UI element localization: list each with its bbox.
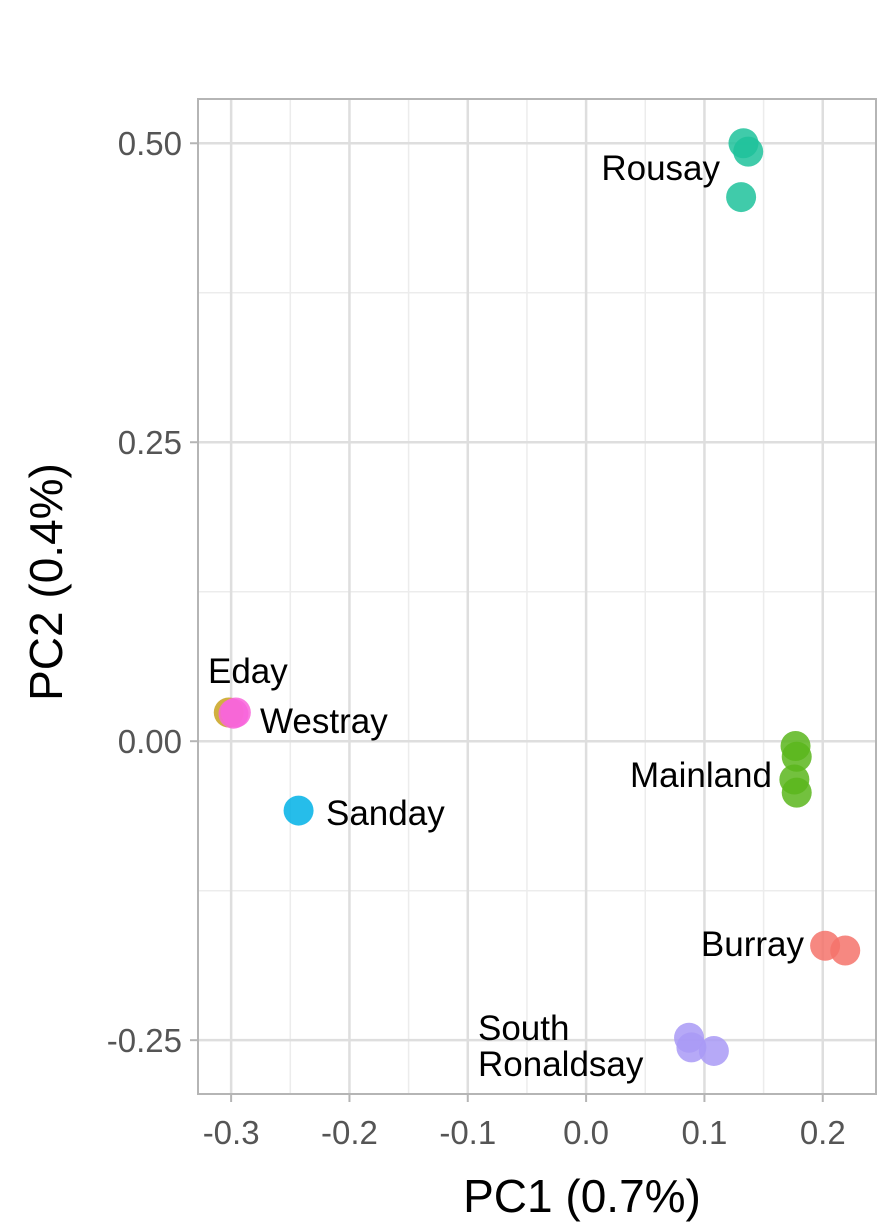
point-south-ronaldsay: [698, 1035, 729, 1066]
label-burray: Burray: [701, 925, 805, 964]
x-tick-label: 0.0: [563, 1114, 609, 1151]
label-mainland: Mainland: [630, 756, 772, 795]
x-tick-label: -0.3: [203, 1114, 260, 1151]
point-sanday: [283, 795, 314, 826]
label-eday: Eday: [208, 652, 288, 691]
label-sanday: Sanday: [326, 794, 445, 833]
label-south-ronaldsay: South Ronaldsay: [478, 1009, 644, 1084]
label-south-ronaldsay-line: Ronaldsay: [478, 1045, 644, 1084]
point-rousay: [733, 136, 764, 167]
y-tick-label: 0.25: [118, 424, 182, 461]
point-rousay: [726, 182, 757, 213]
plot-panel-border: [197, 98, 877, 1095]
point-south-ronaldsay: [676, 1032, 707, 1063]
label-south-ronaldsay-line: South: [478, 1009, 569, 1048]
label-rousay: Rousay: [601, 149, 720, 188]
x-tick-label: 0.1: [681, 1114, 727, 1151]
y-tick-label: 0.00: [118, 723, 182, 760]
point-westray: [220, 697, 251, 728]
y-axis-title: PC2 (0.4%): [20, 463, 72, 701]
y-tick-label: -0.25: [107, 1022, 182, 1059]
point-burray: [830, 935, 861, 966]
x-tick-label: -0.1: [439, 1114, 496, 1151]
data-points: [213, 128, 861, 1066]
point-mainland: [781, 741, 812, 772]
point-mainland: [781, 777, 812, 808]
x-tick-label: 0.2: [800, 1114, 846, 1151]
label-westray: Westray: [260, 702, 388, 741]
x-axis-title: PC1 (0.7%): [463, 1170, 701, 1222]
minor-gridlines: [198, 99, 876, 1094]
axis-ticks: -0.3 -0.2 -0.1 0.0 0.1 0.2 0.50 0.25 0.00 -0.25: [107, 125, 846, 1151]
major-gridlines: [198, 99, 876, 1094]
y-tick-label: 0.50: [118, 125, 182, 162]
x-tick-label: -0.2: [321, 1114, 378, 1151]
